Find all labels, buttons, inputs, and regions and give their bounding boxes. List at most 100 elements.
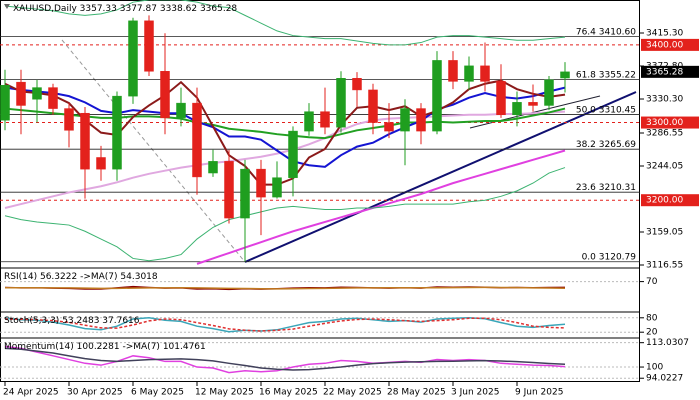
fibo-price: 3310.45 [599,105,636,115]
y-tick-label: 20 [646,328,658,338]
x-tick-label: 3 Jun 2025 [451,388,499,398]
fibo-price: 3120.79 [599,252,636,262]
y-tick-label: 113.0307 [646,338,689,348]
fibo-ratio: 23.6 [576,183,596,193]
symbol-icon [4,4,10,9]
candle-body [208,161,218,174]
x-tick-label: 22 May 2025 [323,388,382,398]
candle-body [560,71,570,79]
indicator-line [4,317,566,332]
candle-body [48,87,58,109]
candle-body [80,112,90,170]
price-box [641,65,699,78]
high-value: 3377.87 [120,4,157,14]
candle-body [544,79,554,106]
level-box [641,38,699,51]
indicator-header: RSI(14) 56.3222 ->MA(7) 54.3018 [4,272,158,282]
indicator-title: Momentum(14) [4,342,74,352]
level-box [641,194,699,207]
fibo-ratio: 61.8 [576,70,596,80]
indicator-line [5,286,566,290]
x-tick-label: 30 Apr 2025 [67,388,123,398]
indicator-line [4,347,566,371]
fibo-price: 3410.60 [599,27,636,37]
y-tick-label: 3286.55 [646,128,683,138]
candle-body [0,85,10,121]
fibo-price: 3265.69 [599,140,636,150]
candle-body [96,157,106,170]
candle-body [176,102,186,119]
candle-body [112,95,122,170]
fibo-ratio: 0.0 [582,252,597,262]
x-tick-label: 9 Jun 2025 [515,388,563,398]
level-label: 3300.00 [646,118,683,128]
overlay-line [4,167,566,262]
indicator-ma-title: ->MA(7) [122,342,159,352]
candle-body [512,102,522,116]
open-value: 3357.33 [80,4,117,14]
drawings [61,39,637,263]
fibo-label: 76.4 3410.60 [576,27,636,37]
fibo-label: 61.8 3355.22 [576,70,636,80]
candle-body [128,20,138,97]
candle-body [480,65,490,82]
overlay-line [4,110,566,209]
y-tick-label: 3415.30 [646,29,683,39]
y-tick-label: 3159.05 [646,228,683,238]
overlay-line [4,86,566,168]
candle-body [320,111,330,128]
candle-body [32,87,42,100]
indicator-value: 56.3222 [40,272,77,282]
indicator-ma-value: 37.7616 [102,316,139,326]
level-label: 3200.00 [646,196,683,206]
candle-body [256,168,266,198]
x-tick-label: 28 May 2025 [387,388,446,398]
fibo-label: 0.0 3120.79 [582,252,637,262]
chart-title: XAUUSD,Daily [13,4,77,14]
fibo-diagonal [61,39,246,263]
candle-body [336,78,346,128]
low-value: 3338.62 [160,4,197,14]
chart-header: XAUUSD,Daily 3357.33 3377.87 3338.62 336… [13,4,237,14]
y-tick-label: 100 [646,363,663,373]
indicator-ma-value: 101.4761 [163,342,206,352]
indicator-header: Stoch(5,3,3) 53.2483 37.7616 [4,316,140,326]
trend-line [244,91,637,263]
overlay-line [4,0,566,46]
x-tick-label: 24 Apr 2025 [3,388,59,398]
indicator-title: Stoch(5,3,3) [4,316,59,326]
fibo-ratio: 38.2 [576,140,596,150]
candle-body [272,177,282,198]
candle-body [400,108,410,132]
y-tick-label: 94.0227 [646,374,683,384]
candle-body [288,130,298,178]
trend-line [469,95,601,129]
candle-body [224,161,234,219]
main-layer [0,0,640,265]
candle-body [144,20,154,72]
candle-body [64,108,74,131]
y-tick-label: 70 [646,277,658,287]
candle-body [464,65,474,82]
candle-body [192,102,202,178]
overlay-line [4,107,566,140]
level-box [641,116,699,129]
candle-body [496,81,506,116]
x-tick-label: 6 May 2025 [131,388,184,398]
y-tick-label: 3330.30 [646,95,683,105]
candle-body [304,111,314,132]
candle-body [352,78,362,91]
fibo-label: 23.6 3210.31 [576,183,636,193]
candle-body [368,89,378,123]
x-tick-label: 16 May 2025 [259,388,318,398]
indicator-header: Momentum(14) 100.2281 ->MA(7) 101.4761 [4,342,206,352]
fibo-ratio: 50.0 [576,105,596,115]
candle-body [384,122,394,132]
candle-body [416,108,426,132]
candle-body [160,71,170,119]
candle-body [240,168,250,219]
indicator-value: 53.2483 [62,316,99,326]
indicator-value: 100.2281 [77,342,120,352]
